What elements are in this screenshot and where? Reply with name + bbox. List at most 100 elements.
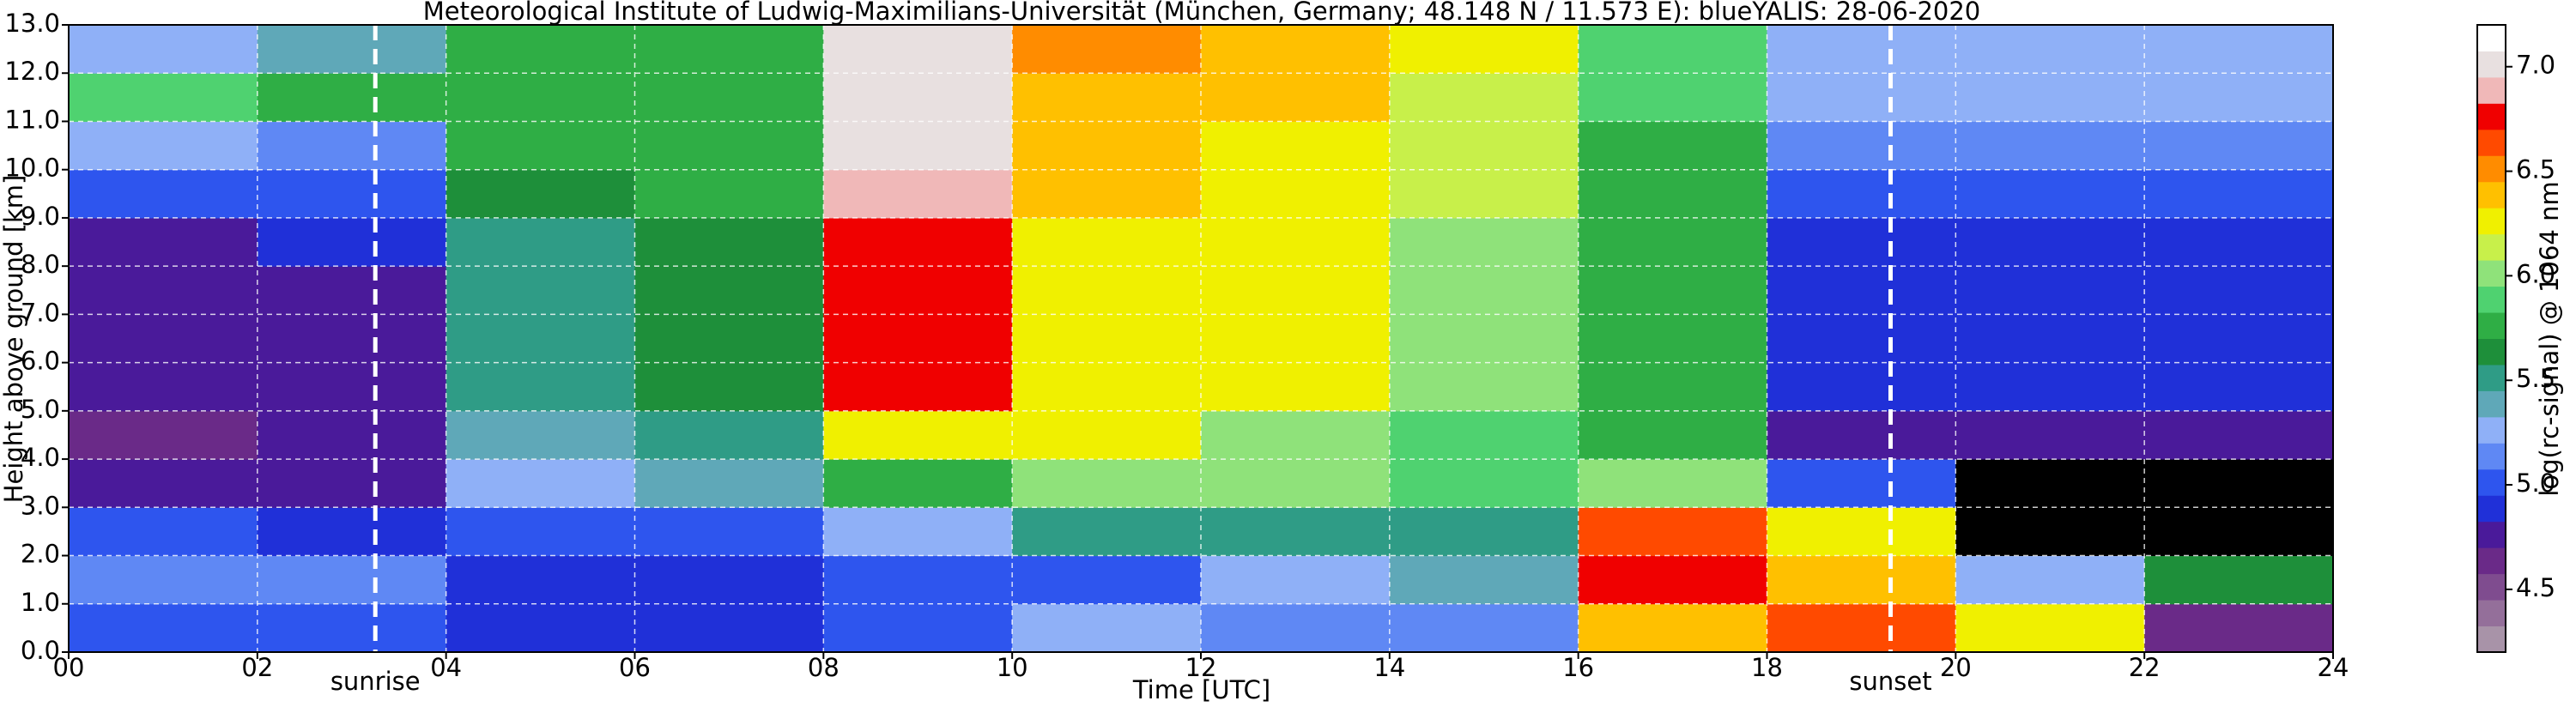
heatmap-cell (1578, 459, 1767, 508)
x-tick-label: 14 (1373, 653, 1405, 682)
colorbar-frame (2476, 24, 2506, 653)
heatmap-cell (1578, 121, 1767, 171)
heatmap-cell (1201, 121, 1391, 171)
colorbar-step (2477, 364, 2506, 391)
heatmap-cell (69, 507, 258, 557)
heatmap-cell (69, 25, 258, 74)
x-tick-label: 06 (619, 653, 651, 682)
y-tick-label: 6.0 (21, 347, 60, 376)
heatmap-cell (1955, 459, 2145, 508)
heatmap-cell (1389, 266, 1579, 315)
heatmap-cell (1955, 217, 2145, 267)
y-tick-label: 8.0 (21, 250, 60, 279)
heatmap-cell (1389, 73, 1579, 122)
x-tick-label: 00 (53, 653, 85, 682)
colorbar-step (2477, 338, 2506, 366)
heatmap-cell (257, 25, 447, 74)
heatmap-cell (1578, 410, 1767, 460)
chart-title: Meteorological Institute of Ludwig-Maxim… (423, 0, 1981, 26)
heatmap-cell (69, 266, 258, 315)
heatmap-cell (1012, 603, 1202, 653)
heatmap-cell (1389, 217, 1579, 267)
colorbar-step (2477, 495, 2506, 523)
heatmap-cell (257, 555, 447, 605)
heatmap-cell (1389, 507, 1579, 557)
heatmap-cell (823, 410, 1013, 460)
heatmap-cell (69, 410, 258, 460)
heatmap-cell (634, 169, 824, 219)
x-tick-label: 08 (808, 653, 839, 682)
heatmap-cell (1012, 507, 1202, 557)
colorbar-step (2477, 573, 2506, 601)
heatmap-cell (445, 217, 635, 267)
heatmap-cell (634, 73, 824, 122)
heatmap-cell (634, 217, 824, 267)
colorbar-step (2477, 233, 2506, 261)
heatmap-cell (2144, 603, 2334, 653)
heatmap-cell (1389, 459, 1579, 508)
heatmap-cell (1955, 25, 2145, 74)
heatmap-cell (2144, 410, 2334, 460)
colorbar-step (2477, 25, 2506, 51)
heatmap-cell (257, 507, 447, 557)
heatmap-cell (445, 314, 635, 364)
heatmap-cell (1012, 217, 1202, 267)
heatmap-cell (634, 555, 824, 605)
heatmap-cell (257, 121, 447, 171)
plot-frame (68, 24, 2334, 653)
x-tick-label: 10 (997, 653, 1028, 682)
heatmap-cell (257, 603, 447, 653)
heatmap-cell (69, 555, 258, 605)
heatmap-cell (1767, 603, 1956, 653)
heatmap-cell (823, 217, 1013, 267)
y-tick-label: 4.0 (21, 443, 60, 472)
x-tick-label: 22 (2129, 653, 2161, 682)
heatmap-cell (1767, 121, 1956, 171)
heatmap-cell (69, 459, 258, 508)
heatmap-cell (445, 25, 635, 74)
heatmap-cell (1578, 507, 1767, 557)
heatmap-cell (823, 459, 1013, 508)
heatmap-cell (2144, 217, 2334, 267)
y-tick-label: 11.0 (4, 105, 60, 134)
heatmap-cell (1201, 217, 1391, 267)
heatmap-cell (2144, 507, 2334, 557)
heatmap-cell (445, 266, 635, 315)
heatmap-cell (1012, 555, 1202, 605)
heatmap-cell (1201, 169, 1391, 219)
heatmap-cell (1955, 507, 2145, 557)
colorbar-step (2477, 286, 2506, 313)
heatmap-cell (69, 73, 258, 122)
colorbar-step (2477, 390, 2506, 418)
heatmap-cell (2144, 121, 2334, 171)
heatmap-cell (1201, 266, 1391, 315)
heatmap-cell (1578, 555, 1767, 605)
heatmap-cell (69, 169, 258, 219)
annotation-label: sunset (1849, 667, 1931, 696)
heatmap-cell (1389, 169, 1579, 219)
heatmap-cell (823, 555, 1013, 605)
heatmap-cell (257, 362, 447, 412)
y-tick-label: 13.0 (4, 9, 60, 38)
heatmap-cell (257, 73, 447, 122)
heatmap-cell (1578, 314, 1767, 364)
heatmap-cell (634, 507, 824, 557)
heatmap-cell (69, 217, 258, 267)
heatmap-cell (445, 603, 635, 653)
heatmap-cell (2144, 25, 2334, 74)
heatmap-cell (634, 121, 824, 171)
colorbar-label: log(rc-signal) @ 1064 nm (2535, 181, 2564, 496)
heatmap-cell (823, 169, 1013, 219)
heatmap-cell (1767, 25, 1956, 74)
heatmap-cell (2144, 73, 2334, 122)
y-tick-label: 9.0 (21, 202, 60, 231)
heatmap-cell (2144, 362, 2334, 412)
heatmap-cell (1012, 314, 1202, 364)
heatmap-cell (1201, 603, 1391, 653)
annotation-label: sunrise (330, 667, 421, 696)
heatmap-cell (2144, 266, 2334, 315)
heatmap-cell (1955, 410, 2145, 460)
colorbar-step (2477, 51, 2506, 78)
heatmap-cell (1955, 603, 2145, 653)
colorbar-step (2477, 76, 2506, 104)
